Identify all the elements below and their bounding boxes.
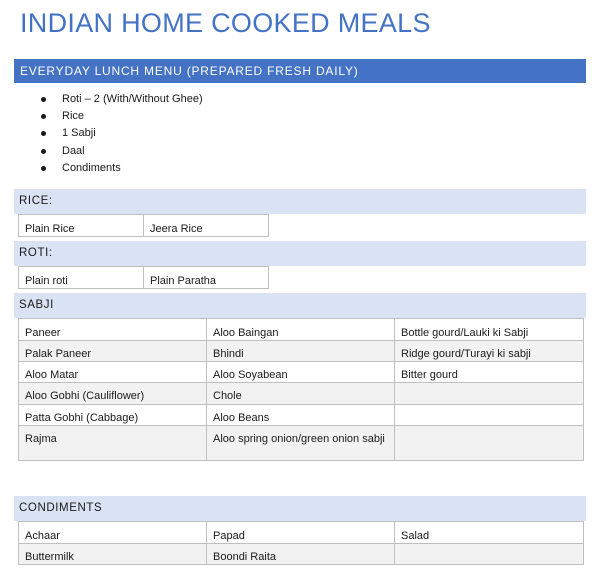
condiments-heading: CONDIMENTS <box>14 496 586 521</box>
list-item: Daal <box>40 143 203 160</box>
table-cell: Bitter gourd <box>394 361 584 383</box>
table-row: Palak Paneer Bhindi Ridge gourd/Turayi k… <box>18 340 584 362</box>
table-cell: Aloo Matar <box>18 361 207 383</box>
table-cell: Bhindi <box>206 340 395 362</box>
table-cell: Aloo spring onion/green onion sabji <box>206 425 395 461</box>
table-cell: Plain Rice <box>18 214 144 237</box>
list-item: Roti – 2 (With/Without Ghee) <box>40 91 203 108</box>
bullet-icon <box>41 97 46 102</box>
table-cell: Plain Paratha <box>143 266 269 289</box>
list-item: 1 Sabji <box>40 125 203 142</box>
list-item: Rice <box>40 108 203 125</box>
sabji-heading: SABJI <box>14 293 586 318</box>
rice-table: Plain Rice Jeera Rice <box>18 214 269 237</box>
bullet-icon <box>41 131 46 137</box>
table-cell: Aloo Gobhi (Cauliflower) <box>18 382 207 405</box>
table-cell <box>394 543 584 565</box>
table-row: Aloo Gobhi (Cauliflower) Chole <box>18 382 584 405</box>
table-cell: Ridge gourd/Turayi ki sabji <box>394 340 584 362</box>
roti-table: Plain roti Plain Paratha <box>18 266 269 289</box>
sabji-table: Paneer Aloo Baingan Bottle gourd/Lauki k… <box>18 318 584 461</box>
table-cell: Chole <box>206 382 395 405</box>
table-cell: Salad <box>394 521 584 544</box>
table-row: Buttermilk Boondi Raita <box>18 543 584 565</box>
table-row: Aloo Matar Aloo Soyabean Bitter gourd <box>18 361 584 383</box>
table-cell: Plain roti <box>18 266 144 289</box>
table-row: Patta Gobhi (Cabbage) Aloo Beans <box>18 404 584 426</box>
table-cell <box>394 404 584 426</box>
table-cell: Patta Gobhi (Cabbage) <box>18 404 207 426</box>
table-cell: Aloo Soyabean <box>206 361 395 383</box>
table-row: Achaar Papad Salad <box>18 521 584 544</box>
table-row: Rajma Aloo spring onion/green onion sabj… <box>18 425 584 461</box>
table-cell: Aloo Baingan <box>206 318 395 341</box>
table-cell: Jeera Rice <box>143 214 269 237</box>
list-item: Condiments <box>40 160 203 177</box>
table-row: Plain roti Plain Paratha <box>18 266 269 289</box>
bullet-icon <box>41 165 46 171</box>
bullet-icon <box>41 114 46 120</box>
table-cell: Aloo Beans <box>206 404 395 426</box>
lunch-menu-list: Roti – 2 (With/Without Ghee) Rice 1 Sabj… <box>40 91 203 177</box>
roti-heading: ROTI: <box>14 241 586 266</box>
table-cell: Buttermilk <box>18 543 207 565</box>
table-cell: Palak Paneer <box>18 340 207 362</box>
table-cell: Papad <box>206 521 395 544</box>
page-title: INDIAN HOME COOKED MEALS <box>20 8 431 38</box>
table-cell <box>394 425 584 461</box>
table-cell: Bottle gourd/Lauki ki Sabji <box>394 318 584 341</box>
table-cell: Boondi Raita <box>206 543 395 565</box>
table-cell: Paneer <box>18 318 207 341</box>
rice-heading: RICE: <box>14 189 586 214</box>
condiments-table: Achaar Papad Salad Buttermilk Boondi Rai… <box>18 521 584 565</box>
table-row: Paneer Aloo Baingan Bottle gourd/Lauki k… <box>18 318 584 341</box>
bullet-icon <box>41 148 46 154</box>
lunch-menu-heading: EVERYDAY LUNCH MENU (PREPARED FRESH DAIL… <box>14 59 586 83</box>
table-row: Plain Rice Jeera Rice <box>18 214 269 237</box>
table-cell <box>394 382 584 405</box>
table-cell: Achaar <box>18 521 207 544</box>
table-cell: Rajma <box>18 425 207 461</box>
